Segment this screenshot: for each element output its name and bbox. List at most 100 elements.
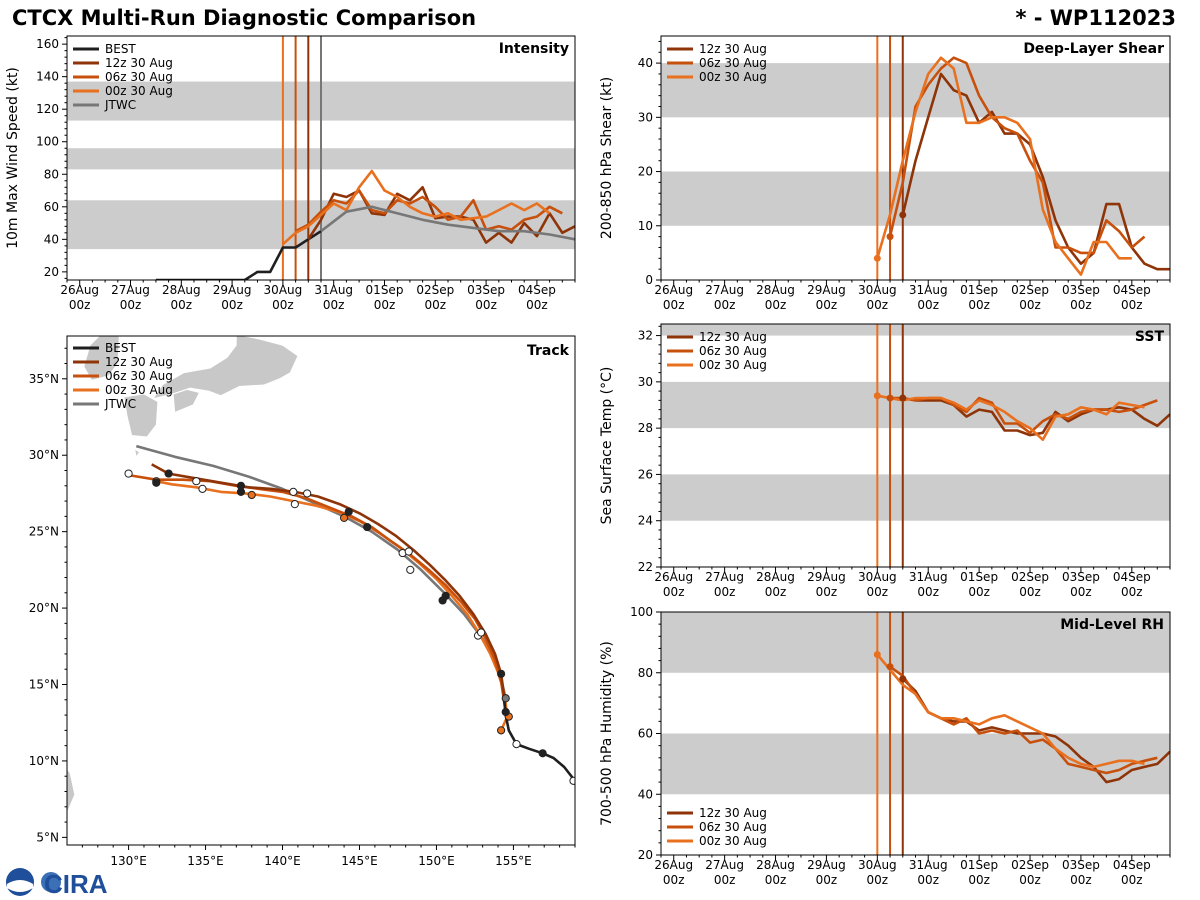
cira-logo-text: CIRA [44, 869, 108, 898]
shear-xtick-hour: 00z [1019, 298, 1041, 312]
shear-panel-title: Deep-Layer Shear [1023, 41, 1164, 57]
shear-line-r12 [901, 72, 1170, 271]
sst-xtick-day: 26Aug [654, 570, 693, 584]
sst-xtick-hour: 00z [1070, 585, 1092, 599]
shear-xtick-hour: 00z [1121, 298, 1143, 312]
intensity-ytick-label: 120 [36, 102, 59, 116]
sst-xtick-hour: 00z [663, 585, 685, 599]
rh-xtick-hour: 00z [1019, 873, 1041, 887]
shear-band-0 [661, 171, 1170, 226]
track-line-jtwc [135, 444, 507, 699]
rh-legend-label-r06: 06z 30 Aug [699, 820, 767, 834]
track-marker-r06-0 [501, 707, 510, 717]
intensity-xtick-day: 02Sep [416, 283, 454, 297]
intensity-legend-label-jtwc: JTWC [104, 98, 136, 112]
rh-ytick-label: 80 [638, 666, 653, 680]
intensity-xtick-hour: 00z [374, 298, 396, 312]
intensity-ytick-label: 40 [44, 232, 59, 246]
sst-series-group [877, 394, 1170, 442]
intensity-line-best [155, 230, 322, 280]
shear-xtick-hour: 00z [1070, 298, 1092, 312]
track-ytick-label: 25°N [29, 525, 59, 539]
track-marker-r12-6 [164, 469, 173, 478]
sst-ytick-label: 22 [638, 560, 653, 574]
shear-xtick-day: 04Sep [1113, 283, 1151, 297]
intensity-ylabel: 10m Max Wind Speed (kt) [5, 67, 21, 249]
track-marker-best-1 [538, 749, 547, 758]
track-xtick-label: 140°E [264, 854, 301, 868]
sst-band-2 [661, 324, 1170, 336]
sst-start-marker-r00 [873, 392, 881, 400]
intensity-legend-label-best: BEST [105, 42, 136, 56]
shear-xtick-hour: 00z [867, 298, 889, 312]
globe-icon [41, 872, 61, 892]
track-marker-best-2 [512, 740, 521, 749]
rh-xtick-day: 30Aug [858, 858, 897, 872]
sst-band-1 [661, 381, 1170, 429]
shear-xtick-day: 01Sep [960, 283, 998, 297]
shear-xtick-hour: 00z [663, 298, 685, 312]
rh-xtick-hour: 00z [1070, 873, 1092, 887]
shear-legend-label-r12: 12z 30 Aug [699, 42, 767, 56]
track-frame [66, 335, 576, 846]
sst-xtick-hour: 00z [714, 585, 736, 599]
intensity-xtick-hour: 00z [69, 298, 91, 312]
shear-xtick-day: 03Sep [1062, 283, 1100, 297]
sst-xtick-hour: 00z [816, 585, 838, 599]
sst-xtick-hour: 00z [1121, 585, 1143, 599]
track-legend-label-r06: 06z 30 Aug [105, 369, 173, 383]
rh-xtick-day: 31Aug [909, 858, 948, 872]
intensity-ytick-label: 20 [44, 265, 59, 279]
shear-xtick-day: 27Aug [705, 283, 744, 297]
track-marker-r06-1 [476, 628, 486, 637]
track-map: 130°E 135°E 140°E 145°E 150°E 155°E 5°N 10°N 15°… [29, 335, 576, 868]
intensity-chart: 2040608010012014016026Aug00z27Aug00z28Au… [5, 35, 576, 312]
rh-ytick-label: 60 [638, 727, 653, 741]
track-marker-r12-4 [303, 489, 312, 498]
track-marker-best-0 [569, 776, 575, 785]
rh-xtick-day: 01Sep [960, 858, 998, 872]
sst-xtick-day: 30Aug [858, 570, 897, 584]
shear-ytick-label: 40 [638, 56, 653, 70]
track-xtick-label: 135°E [187, 854, 224, 868]
sst-start-marker-r12 [899, 394, 907, 402]
track-marker-r06-6 [192, 477, 201, 486]
shear-xtick-day: 28Aug [756, 283, 795, 297]
intensity-line-r06 [295, 189, 563, 233]
shear-xtick-hour: 00z [917, 298, 939, 312]
shear-xtick-day: 26Aug [654, 283, 693, 297]
track-legend-label-r12: 12z 30 Aug [105, 355, 173, 369]
shear-ytick-label: 10 [638, 219, 653, 233]
intensity-ytick-label: 140 [36, 70, 59, 84]
noaa-wave-icon [7, 880, 33, 892]
track-marker-r12-5 [236, 481, 246, 490]
intensity-xtick-hour: 00z [526, 298, 548, 312]
rh-ylabel: 700-500 hPa Humidity (%) [599, 641, 615, 826]
track-marker-r06-3 [363, 522, 372, 532]
shear-chart: 01020304026Aug00z27Aug00z28Aug00z29Aug00… [599, 35, 1171, 312]
rh-start-marker-r00 [873, 651, 881, 659]
track-marker-r12-0 [497, 669, 506, 678]
sst-xtick-hour: 00z [1019, 585, 1041, 599]
intensity-xtick-day: 03Sep [467, 283, 505, 297]
rh-start-marker-r12 [899, 675, 907, 683]
land-0 [152, 336, 299, 400]
cira-logo: CIRA [6, 868, 108, 898]
intensity-legend-label-r12: 12z 30 Aug [105, 56, 173, 70]
intensity-panel-title: Intensity [499, 41, 569, 57]
shear-ytick-label: 30 [638, 110, 653, 124]
track-series-group [124, 444, 575, 785]
intensity-line-r00 [282, 169, 551, 246]
track-marker-r06-8 [124, 469, 133, 478]
sst-xtick-day: 02Sep [1011, 570, 1049, 584]
rh-xtick-day: 29Aug [807, 858, 846, 872]
sst-xtick-day: 04Sep [1113, 570, 1151, 584]
rh-start-marker-r06 [886, 663, 894, 671]
intensity-ytick-label: 80 [44, 167, 59, 181]
intensity-xtick-hour: 00z [475, 298, 497, 312]
sst-xtick-hour: 00z [917, 585, 939, 599]
sst-start-marker-r06 [886, 394, 894, 402]
sst-panel-title: SST [1135, 329, 1165, 345]
rh-xtick-hour: 00z [765, 873, 787, 887]
